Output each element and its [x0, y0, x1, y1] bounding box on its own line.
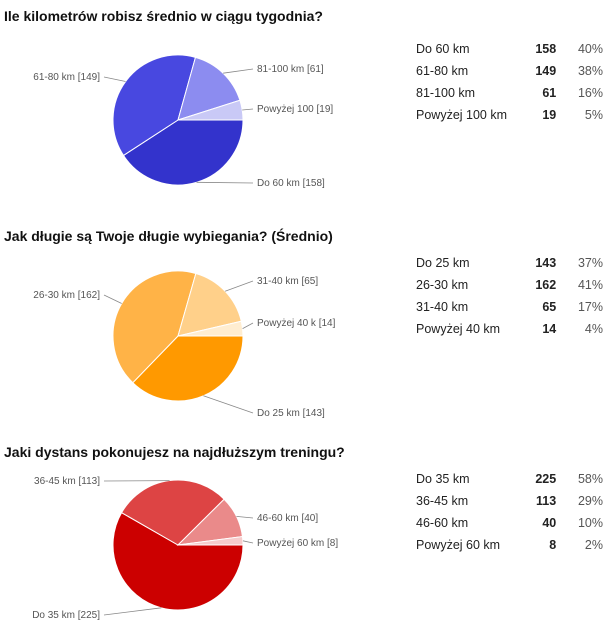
summary-percent: 37% — [577, 256, 603, 270]
summary-label: Do 35 km — [416, 472, 470, 486]
summary-count: 61 — [542, 86, 557, 100]
summary-row: Powyżej 60 km 8 2% — [410, 534, 603, 556]
summary-row: 36-45 km 113 29% — [410, 490, 603, 512]
summary-label: 61-80 km — [416, 64, 469, 78]
question-title: Jak długie są Twoje długie wybiegania? (… — [4, 228, 333, 244]
question-section-2: Jak długie są Twoje długie wybiegania? (… — [0, 228, 603, 428]
leader-line — [103, 607, 162, 616]
pie-chart-3: Do 35 km [225] 36-45 km [113] 46-60 km [40… — [32, 476, 338, 621]
slice-callout-label: 81-100 km [61] — [257, 64, 324, 75]
summary-count: 158 — [535, 42, 557, 56]
slice-callout-label: 26-30 km [162] — [33, 290, 100, 301]
summary-percent: 17% — [577, 300, 603, 314]
summary-row: 31-40 km 65 17% — [410, 296, 603, 318]
slice-callout-label: Powyżej 100 [19] — [257, 104, 333, 115]
summary-percent: 2% — [584, 538, 603, 552]
summary-count: 40 — [542, 516, 557, 530]
summary-count: 143 — [535, 256, 557, 270]
slice-callout-label: Do 35 km [225] — [32, 610, 100, 621]
slice-callout-label: Do 25 km [143] — [257, 408, 325, 419]
summary-table-3: Do 35 km 225 58% 36-45 km 113 29% 46-60 … — [410, 468, 603, 556]
pie-chart-2: Do 25 km [143] 26-30 km [162] 31-40 km [65… — [33, 270, 336, 419]
question-section-3: Jaki dystans pokonujesz na najdłuższym t… — [0, 444, 603, 626]
leader-line — [242, 540, 254, 544]
slice-callout-label: Powyżej 60 km [8] — [257, 538, 338, 549]
leader-line — [196, 181, 254, 184]
summary-count: 65 — [542, 300, 557, 314]
summary-count: 14 — [542, 322, 557, 336]
pie-slice-do-25-km — [132, 335, 244, 402]
summary-row: Do 35 km 225 58% — [410, 468, 603, 490]
summary-label: 36-45 km — [416, 494, 469, 508]
leader-line — [223, 68, 254, 74]
summary-row: Powyżej 40 km 14 4% — [410, 318, 603, 340]
leader-line — [224, 280, 254, 292]
slice-callout-label: 31-40 km [65] — [257, 276, 318, 287]
summary-row: 81-100 km 61 16% — [410, 82, 603, 104]
question-title: Ile kilometrów robisz średnio w ciągu ty… — [4, 8, 323, 24]
leader-line — [203, 395, 254, 414]
summary-count: 162 — [535, 278, 557, 292]
summary-percent: 4% — [584, 322, 603, 336]
summary-percent: 10% — [577, 516, 603, 530]
summary-label: Do 25 km — [416, 256, 470, 270]
summary-percent: 5% — [584, 108, 603, 122]
summary-count: 19 — [542, 108, 557, 122]
summary-percent: 41% — [577, 278, 603, 292]
summary-label: 81-100 km — [416, 86, 476, 100]
slice-callout-label: 46-60 km [40] — [257, 513, 318, 524]
summary-percent: 29% — [577, 494, 603, 508]
summary-table-2: Do 25 km 143 37% 26-30 km 162 41% 31-40 … — [410, 252, 603, 340]
summary-label: 46-60 km — [416, 516, 469, 530]
pie-slice-powyz-ej-60-km — [177, 535, 244, 546]
leader-line — [236, 516, 254, 519]
pie-chart-1: Do 60 km [158] 61-80 km [149] 81-100 km [6… — [33, 54, 333, 189]
summary-label: Powyżej 40 km — [416, 322, 501, 336]
leader-line — [103, 294, 122, 304]
summary-percent: 40% — [577, 42, 603, 56]
summary-percent: 16% — [577, 86, 603, 100]
leader-line — [242, 322, 254, 329]
summary-label: Powyżej 60 km — [416, 538, 501, 552]
summary-count: 8 — [549, 538, 557, 552]
summary-row: 26-30 km 162 41% — [410, 274, 603, 296]
summary-label: Do 60 km — [416, 42, 470, 56]
summary-row: 61-80 km 149 38% — [410, 60, 603, 82]
question-section-1: Ile kilometrów robisz średnio w ciągu ty… — [0, 8, 603, 208]
leader-line — [242, 108, 254, 111]
summary-label: 26-30 km — [416, 278, 469, 292]
summary-count: 225 — [535, 472, 557, 486]
leader-line — [103, 76, 126, 82]
summary-percent: 38% — [577, 64, 603, 78]
summary-row: Powyżej 100 km 19 5% — [410, 104, 603, 126]
summary-row: Do 25 km 143 37% — [410, 252, 603, 274]
question-title: Jaki dystans pokonujesz na najdłuższym t… — [4, 444, 345, 460]
pie-slice-61-80-km — [112, 54, 197, 157]
summary-table-1: Do 60 km 158 40% 61-80 km 149 38% 81-100… — [410, 38, 603, 126]
pie-slice-26-30-km — [112, 270, 197, 384]
pie-slice-31-40-km — [177, 272, 242, 337]
summary-row: Do 60 km 158 40% — [410, 38, 603, 60]
pie-slice-powyz-ej-40-km — [177, 320, 244, 337]
slice-callout-label: 36-45 km [113] — [34, 476, 100, 487]
summary-count: 113 — [536, 494, 557, 508]
slice-callout-label: Powyżej 40 k [14] — [257, 318, 336, 329]
summary-percent: 58% — [577, 472, 603, 486]
summary-label: 31-40 km — [416, 300, 469, 314]
summary-label: Powyżej 100 km — [416, 108, 508, 122]
summary-row: 46-60 km 40 10% — [410, 512, 603, 534]
slice-callout-label: Do 60 km [158] — [257, 178, 325, 189]
slice-callout-label: 61-80 km [149] — [33, 72, 100, 83]
summary-count: 149 — [535, 64, 557, 78]
